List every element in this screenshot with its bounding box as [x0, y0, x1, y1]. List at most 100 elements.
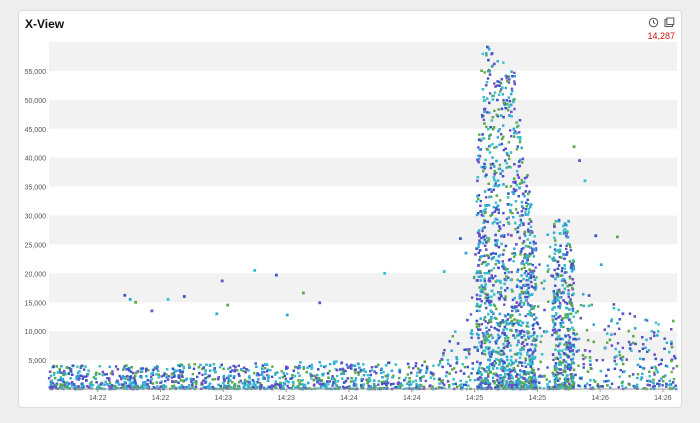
scatter-point [48, 370, 52, 373]
scatter-point [248, 380, 252, 384]
scatter-point [297, 379, 300, 382]
scatter-point [590, 303, 593, 307]
scatter-point [291, 374, 294, 377]
scatter-point [481, 352, 484, 355]
scatter-point [80, 382, 84, 385]
scatter-point [566, 236, 570, 239]
scatter-point [517, 333, 521, 336]
scatter-point [475, 279, 479, 282]
scatter-point [341, 377, 344, 380]
scatter-point [551, 385, 554, 389]
scatter-point [644, 318, 647, 322]
scatter-point [565, 343, 569, 346]
scatter-point [572, 343, 575, 347]
scatter-point [513, 190, 516, 193]
scatter-point [385, 379, 388, 383]
scatter-point [563, 343, 566, 346]
scatter-point [149, 381, 152, 384]
scatter-point [455, 362, 458, 365]
scatter-point [660, 377, 663, 380]
scatter-point [657, 363, 661, 366]
scatter-point [485, 204, 488, 207]
scatter-point [525, 279, 529, 282]
scatter-point [493, 62, 496, 66]
scatter-point [552, 320, 555, 324]
scatter-point [564, 335, 567, 338]
scatter-point [493, 316, 497, 320]
scatter-point [516, 125, 519, 129]
scatter-point [552, 292, 556, 296]
scatter-point [497, 333, 500, 337]
scatter-point [504, 319, 507, 323]
scatter-point [525, 205, 528, 208]
scatter-point [523, 271, 527, 275]
scatter-point [495, 358, 498, 361]
scatter-point [171, 367, 175, 370]
scatter-point [570, 358, 573, 361]
scatter-point [428, 385, 431, 388]
scatter-point [488, 195, 491, 199]
scatter-point [401, 384, 404, 387]
scatter-point [432, 372, 435, 376]
scatter-point [563, 301, 567, 304]
scatter-point [527, 372, 531, 376]
scatter-point [555, 377, 558, 380]
scatter-point [366, 374, 370, 377]
scatter-point [561, 267, 564, 270]
scatter-point [261, 364, 264, 367]
scatter-point [259, 382, 262, 385]
scatter-point [491, 142, 494, 146]
scatter-point [486, 386, 490, 389]
scatter-point [672, 378, 676, 381]
scatter-point [526, 313, 530, 316]
scatter-point [551, 274, 554, 278]
scatter-point [84, 375, 87, 378]
scatter-point [535, 385, 539, 389]
scatter-point [547, 268, 550, 271]
scatter-point [566, 380, 570, 383]
scatter-point [547, 300, 550, 303]
scatter-point [572, 376, 575, 379]
scatter-point [564, 316, 567, 319]
scatter-point [555, 330, 558, 333]
scatter-point [526, 198, 529, 201]
scatter-point [586, 382, 589, 385]
scatter-point [565, 244, 568, 247]
scatter-point [499, 321, 502, 324]
scatter-point [354, 377, 358, 380]
scatter-point [506, 369, 509, 372]
scatter-point [513, 132, 516, 135]
scatter-point [446, 359, 450, 362]
scatter-point [314, 376, 318, 380]
scatter-chart[interactable]: 5,00010,00015,00020,00025,00030,00035,00… [19, 11, 683, 409]
scatter-point [419, 377, 422, 380]
scatter-point [164, 385, 168, 388]
scatter-point [507, 362, 511, 365]
scatter-point [505, 185, 508, 188]
scatter-point [621, 355, 625, 359]
scatter-point [502, 98, 505, 102]
scatter-point [403, 379, 406, 382]
scatter-point [431, 385, 434, 388]
scatter-point [475, 326, 478, 329]
scatter-point [495, 317, 498, 320]
scatter-point [255, 365, 258, 368]
scatter-point [575, 332, 578, 336]
scatter-point [559, 337, 562, 341]
scatter-point [661, 384, 664, 387]
scatter-point [496, 380, 499, 383]
scatter-point [621, 346, 624, 350]
scatter-point [505, 328, 508, 331]
scatter-point [567, 334, 570, 337]
scatter-point [526, 289, 529, 292]
scatter-point [499, 323, 502, 326]
scatter-point [638, 350, 641, 353]
scatter-point [489, 362, 492, 366]
scatter-point [77, 375, 80, 378]
scatter-point [134, 381, 137, 384]
scatter-point [227, 384, 231, 387]
scatter-point [496, 60, 499, 63]
scatter-point [118, 374, 121, 378]
scatter-point [333, 378, 337, 382]
scatter-point [527, 245, 530, 248]
